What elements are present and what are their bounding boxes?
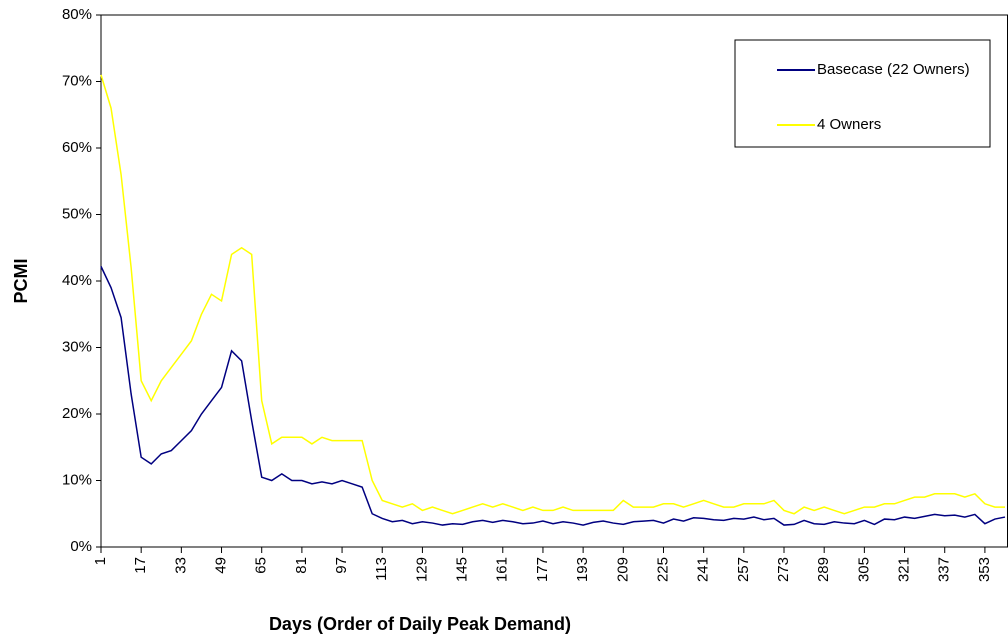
x-tick-label: 97 [333, 557, 350, 574]
y-tick-label: 20% [62, 405, 92, 422]
x-tick-label: 145 [454, 557, 471, 582]
x-tick-label: 321 [896, 557, 913, 582]
series-line [100, 266, 1006, 526]
x-tick-label: 241 [695, 557, 712, 582]
x-tick-label: 161 [494, 557, 511, 582]
y-tick-label: 70% [62, 72, 92, 89]
x-tick-label: 49 [213, 557, 230, 574]
y-tick-label: 60% [62, 139, 92, 156]
y-tick-label: 40% [62, 272, 92, 289]
legend-box [734, 39, 991, 148]
x-tick-label: 209 [614, 557, 631, 582]
x-tick-label: 337 [936, 557, 953, 582]
x-tick-label: 353 [976, 557, 993, 582]
y-axis-title: PCMI [11, 259, 31, 304]
x-tick-label: 193 [574, 557, 591, 582]
x-tick-label: 65 [253, 557, 270, 574]
x-tick-label: 289 [815, 557, 832, 582]
x-tick-label: 257 [735, 557, 752, 582]
x-axis-title: Days (Order of Daily Peak Demand) [269, 614, 571, 634]
x-tick-label: 225 [654, 557, 671, 582]
x-tick-label: 129 [413, 557, 430, 582]
y-tick-label: 50% [62, 205, 92, 222]
x-tick-label: 33 [172, 557, 189, 574]
x-tick-label: 81 [293, 557, 310, 574]
x-tick-label: 177 [534, 557, 551, 582]
x-tick-label: 305 [855, 557, 872, 582]
legend-label: 4 Owners [817, 116, 881, 133]
x-tick-label: 1 [92, 557, 109, 565]
legend-label: Basecase (22 Owners) [817, 61, 970, 78]
x-tick-label: 113 [373, 557, 390, 581]
y-tick-label: 10% [62, 471, 92, 488]
series-line [100, 74, 1005, 515]
y-tick-label: 30% [62, 338, 92, 355]
x-tick-label: 273 [775, 557, 792, 582]
x-tick-label: 17 [132, 557, 149, 574]
y-tick-label: 0% [70, 538, 92, 555]
y-tick-label: 80% [62, 6, 92, 23]
